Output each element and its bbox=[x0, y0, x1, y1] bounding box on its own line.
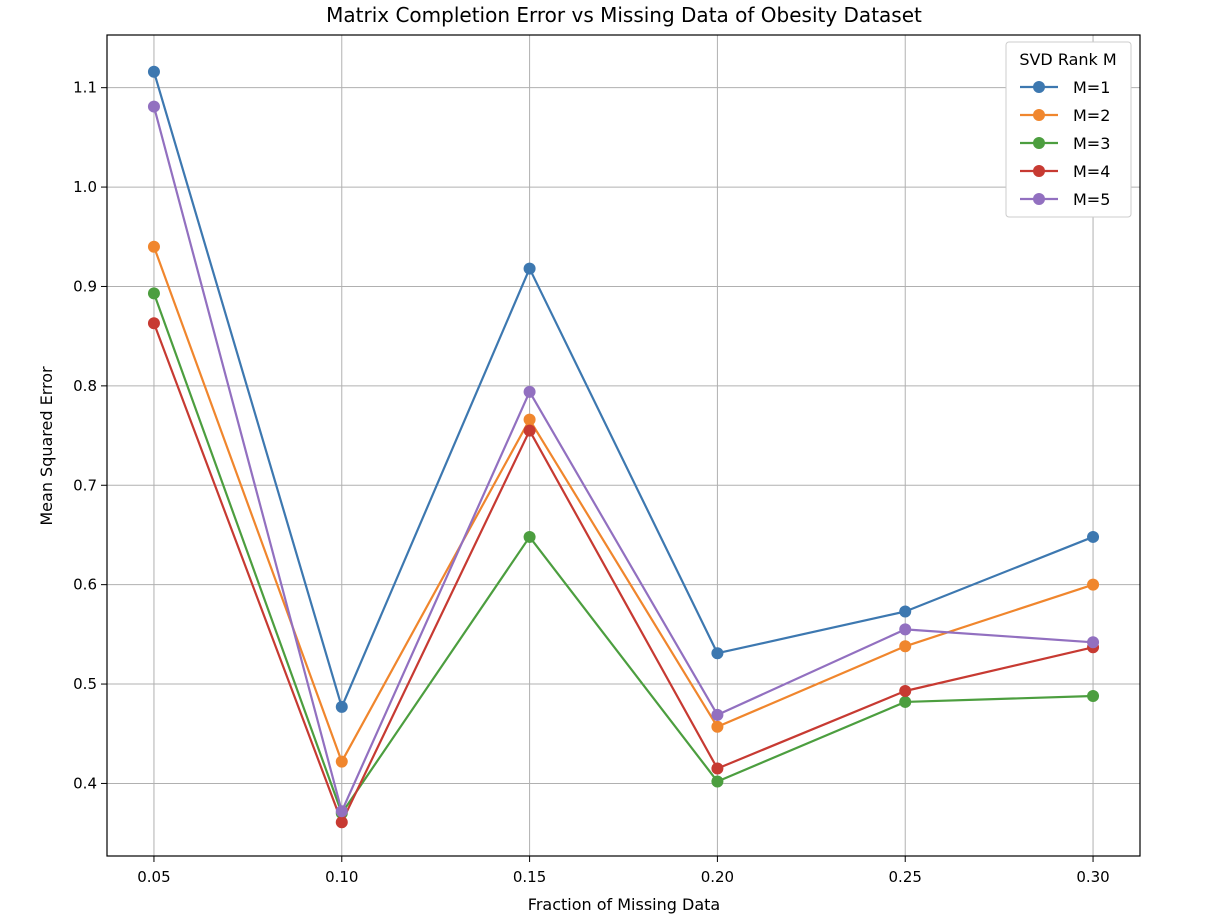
data-point bbox=[1087, 578, 1100, 591]
legend-entry: M=1 bbox=[1020, 78, 1110, 97]
legend-marker bbox=[1033, 137, 1045, 149]
y-tick-label: 0.8 bbox=[73, 377, 97, 395]
series-m-5 bbox=[147, 100, 1100, 818]
data-point bbox=[147, 287, 160, 300]
data-point bbox=[147, 65, 160, 78]
data-point bbox=[147, 100, 160, 113]
y-tick-label: 0.6 bbox=[73, 576, 97, 594]
series-m-3 bbox=[147, 287, 1100, 820]
data-point bbox=[899, 623, 912, 636]
series-line bbox=[152, 71, 1094, 709]
data-point bbox=[523, 262, 536, 275]
legend-entry: M=5 bbox=[1020, 190, 1110, 209]
data-series bbox=[147, 65, 1100, 829]
data-point bbox=[147, 240, 160, 253]
grid-lines bbox=[107, 35, 1140, 856]
data-point bbox=[1087, 689, 1100, 702]
data-point bbox=[899, 685, 912, 698]
series-line bbox=[152, 293, 1094, 815]
data-point bbox=[711, 708, 724, 721]
plot-area-frame bbox=[106, 34, 1141, 857]
legend-title: SVD Rank M bbox=[1019, 50, 1116, 69]
legend: SVD Rank M M=1 M=2 M=3 M=4 M=5 bbox=[1005, 41, 1132, 218]
chart-title: Matrix Completion Error vs Missing Data … bbox=[326, 3, 922, 27]
data-point bbox=[335, 805, 348, 818]
legend-marker bbox=[1033, 109, 1045, 121]
legend-marker bbox=[1033, 193, 1045, 205]
series-m-1 bbox=[147, 65, 1100, 713]
data-point bbox=[335, 700, 348, 713]
data-point bbox=[523, 530, 536, 543]
series-line bbox=[152, 322, 1094, 824]
legend-marker bbox=[1033, 81, 1045, 93]
x-tick-label: 0.20 bbox=[701, 868, 734, 886]
legend-label: M=2 bbox=[1073, 106, 1110, 125]
data-point bbox=[523, 424, 536, 437]
legend-entry: M=3 bbox=[1020, 134, 1110, 153]
series-line bbox=[152, 106, 1094, 813]
y-tick-label: 0.9 bbox=[73, 277, 97, 295]
series-line bbox=[152, 246, 1094, 763]
data-point bbox=[711, 775, 724, 788]
data-point bbox=[899, 605, 912, 618]
y-tick-label: 0.5 bbox=[73, 675, 97, 693]
legend-entry: M=2 bbox=[1020, 106, 1110, 125]
data-point bbox=[147, 317, 160, 330]
legend-label: M=5 bbox=[1073, 190, 1110, 209]
data-point bbox=[711, 762, 724, 775]
data-point bbox=[1087, 636, 1100, 649]
data-point bbox=[899, 695, 912, 708]
y-axis-label: Mean Squared Error bbox=[37, 366, 56, 526]
x-tick-label: 0.30 bbox=[1076, 868, 1109, 886]
legend-label: M=4 bbox=[1073, 162, 1110, 181]
legend-label: M=3 bbox=[1073, 134, 1110, 153]
axis-ticks: 0.05 0.10 0.15 0.20 0.25 0.30 0.4 0.5 0.6 0.7 0.8 0… bbox=[73, 79, 1110, 886]
y-tick-label: 1.0 bbox=[73, 178, 97, 196]
data-point bbox=[335, 755, 348, 768]
data-point bbox=[1087, 530, 1100, 543]
x-axis-label: Fraction of Missing Data bbox=[528, 895, 720, 914]
legend-marker bbox=[1033, 165, 1045, 177]
legend-label: M=1 bbox=[1073, 78, 1110, 97]
legend-entry: M=4 bbox=[1020, 162, 1110, 181]
x-tick-label: 0.05 bbox=[137, 868, 170, 886]
x-tick-label: 0.15 bbox=[513, 868, 546, 886]
data-point bbox=[523, 413, 536, 426]
y-tick-label: 0.7 bbox=[73, 476, 97, 494]
data-point bbox=[899, 640, 912, 653]
x-tick-label: 0.10 bbox=[325, 868, 358, 886]
legend-entries: M=1 M=2 M=3 M=4 M=5 bbox=[1020, 78, 1110, 209]
data-point bbox=[711, 647, 724, 660]
data-point bbox=[711, 720, 724, 733]
data-point bbox=[335, 816, 348, 829]
x-tick-label: 0.25 bbox=[889, 868, 922, 886]
y-tick-label: 1.1 bbox=[73, 79, 97, 97]
y-tick-label: 0.4 bbox=[73, 774, 97, 792]
series-m-2 bbox=[147, 240, 1100, 768]
data-point bbox=[523, 385, 536, 398]
